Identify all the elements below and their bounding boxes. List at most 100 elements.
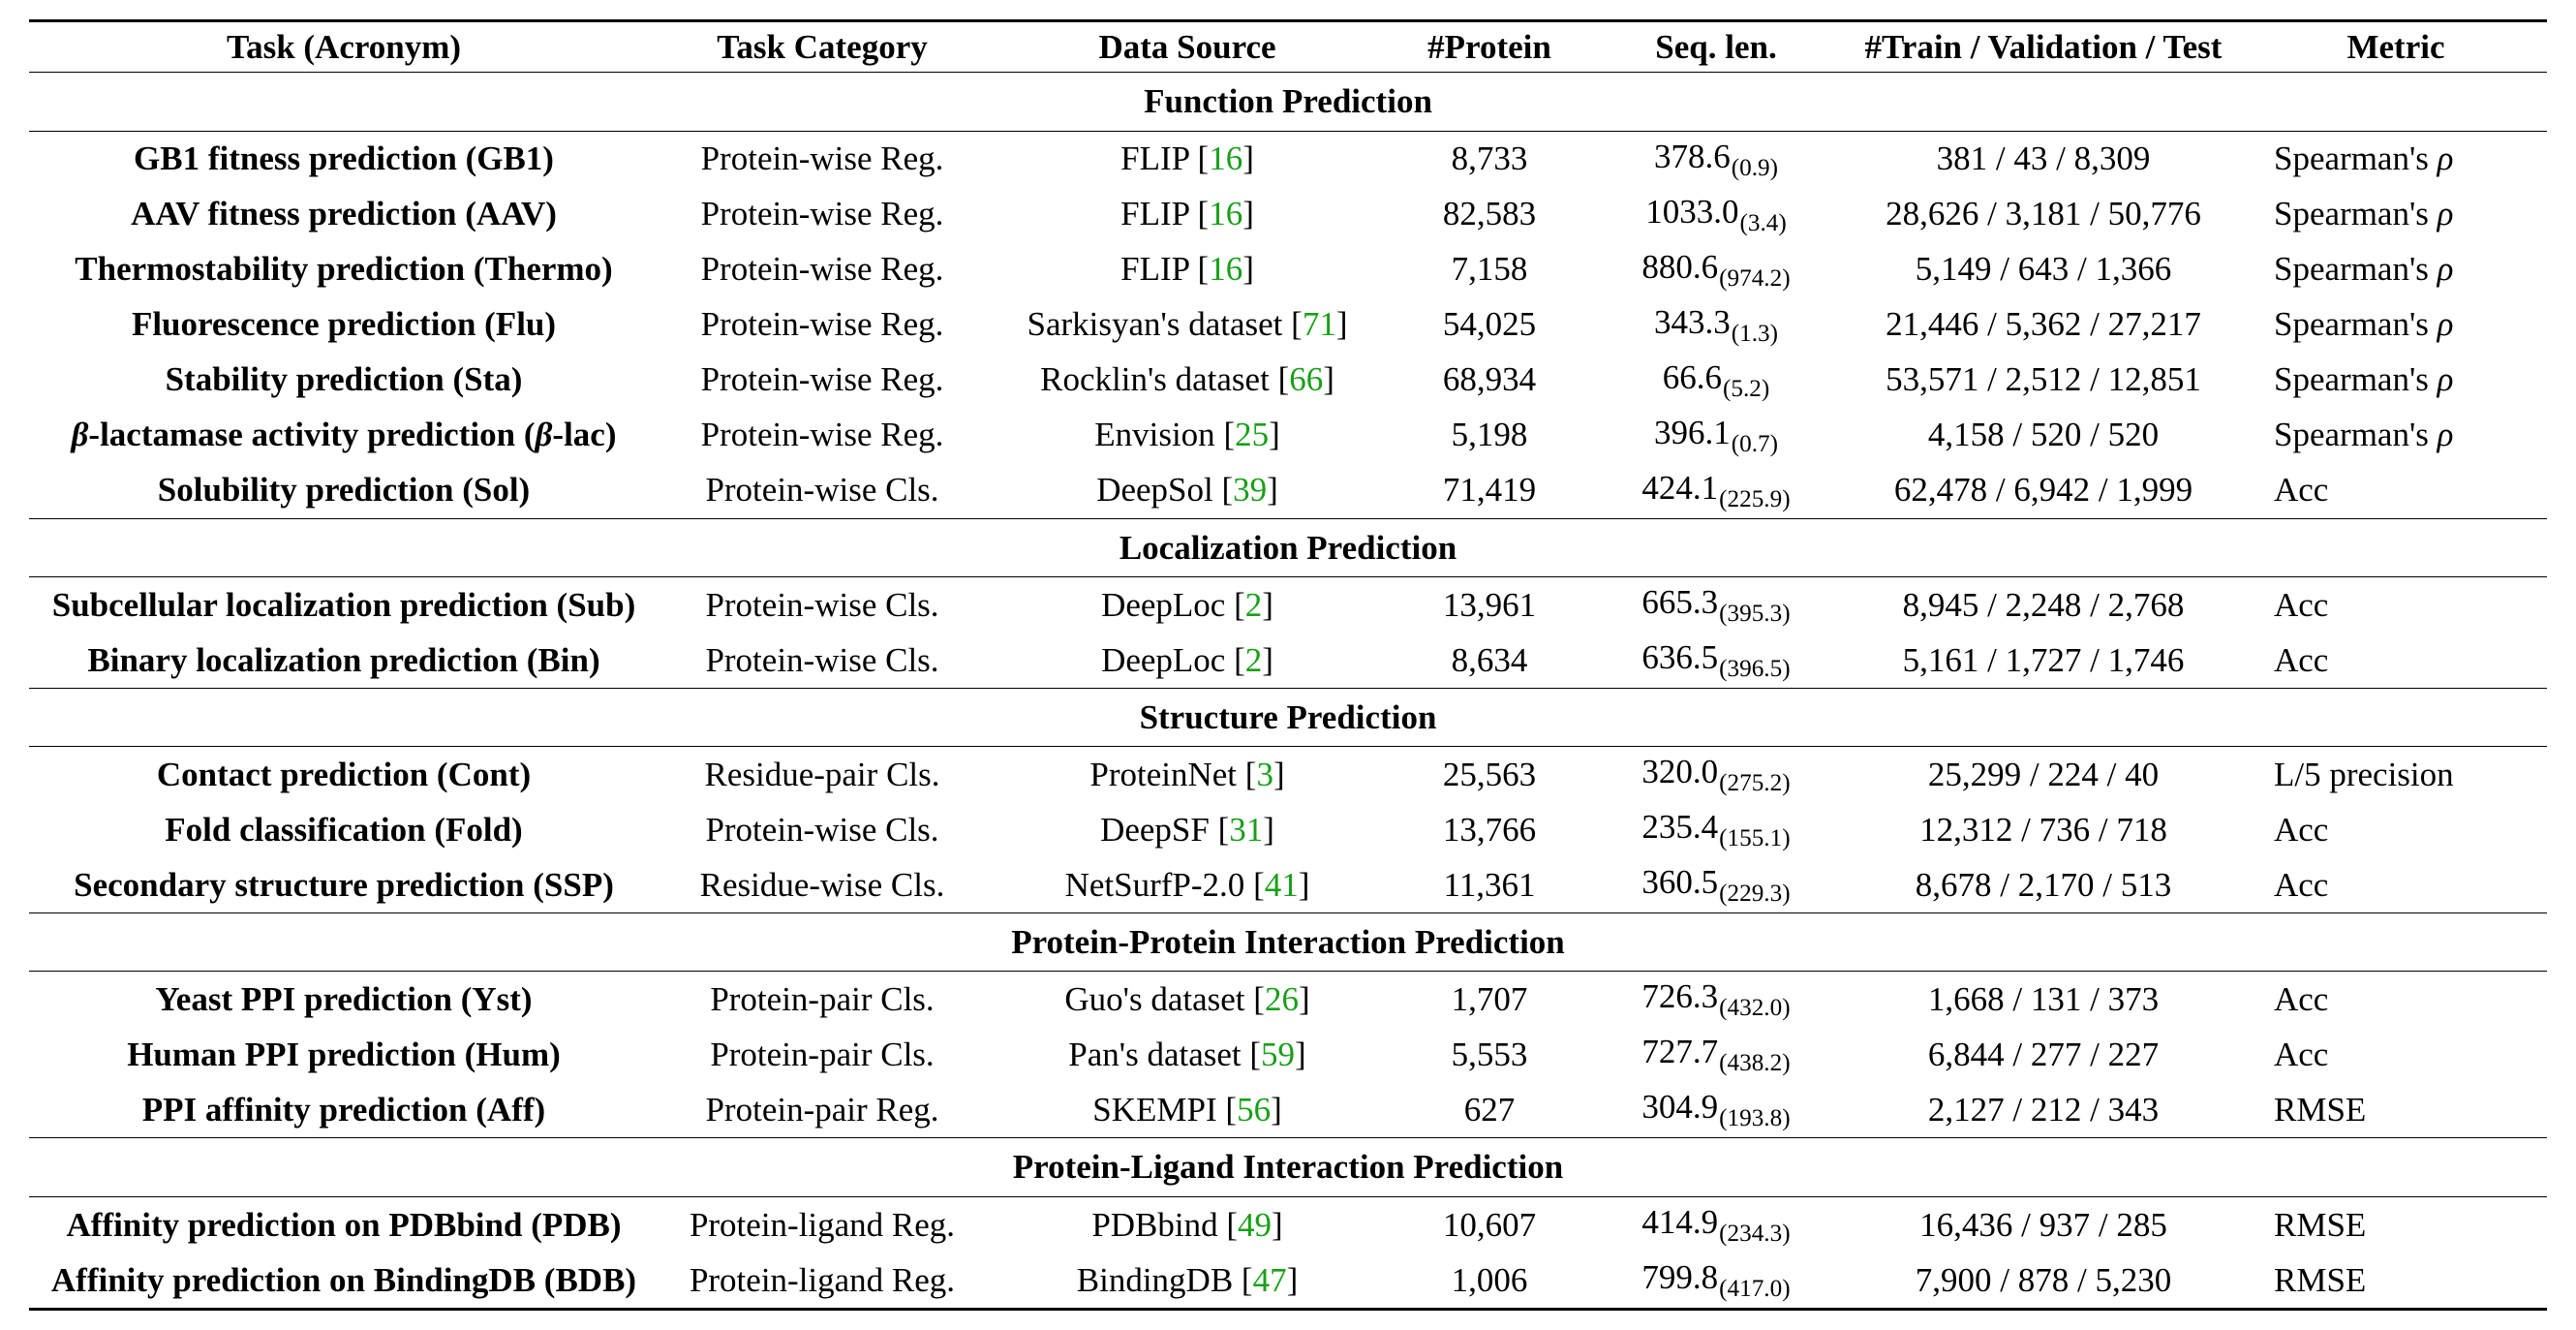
task-category: Protein-wise Reg. <box>659 187 986 242</box>
task-name: Affinity prediction on PDBbind (PDB) <box>29 1196 659 1253</box>
seq-length: 414.9(234.3) <box>1590 1196 1842 1253</box>
data-source: DeepSF 31 <box>986 802 1389 857</box>
table-row: Fluorescence prediction (Flu)Protein-wis… <box>29 297 2547 353</box>
table-row: β-lactamase activity prediction (β-lac)P… <box>29 408 2547 463</box>
citation-link[interactable]: 59 <box>1249 1036 1305 1073</box>
seq-length: 235.4(155.1) <box>1590 802 1842 857</box>
seq-length: 799.8(417.0) <box>1590 1253 1842 1310</box>
seq-length: 665.3(395.3) <box>1590 576 1842 633</box>
task-category: Protein-wise Cls. <box>659 633 986 689</box>
data-source: Pan's dataset 59 <box>986 1027 1389 1082</box>
seq-length: 378.6(0.9) <box>1590 131 1842 187</box>
citation-link[interactable]: 2 <box>1234 641 1273 679</box>
section-title: Structure Prediction <box>29 688 2547 746</box>
metric: Spearman's ρ <box>2245 242 2547 297</box>
citation-link[interactable]: 71 <box>1291 305 1347 343</box>
section-header-row: Structure Prediction <box>29 688 2547 746</box>
data-source-name: PDBbind <box>1091 1206 1217 1244</box>
data-source: Sarkisyan's dataset 71 <box>986 297 1389 353</box>
protein-count: 8,634 <box>1389 633 1590 689</box>
table-row: Yeast PPI prediction (Yst)Protein-pair C… <box>29 972 2547 1028</box>
table-row: Binary localization prediction (Bin)Prot… <box>29 633 2547 689</box>
metric: Spearman's ρ <box>2245 297 2547 353</box>
citation-link[interactable]: 47 <box>1242 1261 1298 1299</box>
task-name: Affinity prediction on BindingDB (BDB) <box>29 1253 659 1310</box>
task-category: Protein-pair Cls. <box>659 1027 986 1082</box>
train-val-test-split: 62,478 / 6,942 / 1,999 <box>1842 463 2245 519</box>
data-source: ProteinNet 3 <box>986 747 1389 803</box>
metric: Spearman's ρ <box>2245 131 2547 187</box>
train-val-test-split: 8,678 / 2,170 / 513 <box>1842 857 2245 913</box>
data-source: NetSurfP-2.0 41 <box>986 857 1389 913</box>
citation-link[interactable]: 31 <box>1218 811 1274 849</box>
task-name: GB1 fitness prediction (GB1) <box>29 131 659 187</box>
seq-length: 726.3(432.0) <box>1590 972 1842 1028</box>
data-source: Rocklin's dataset 66 <box>986 353 1389 408</box>
data-source-name: Sarkisyan's dataset <box>1027 305 1283 343</box>
citation-link[interactable]: 39 <box>1221 471 1277 509</box>
metric: Acc <box>2245 1027 2547 1082</box>
train-val-test-split: 21,446 / 5,362 / 27,217 <box>1842 297 2245 353</box>
metric: Spearman's ρ <box>2245 187 2547 242</box>
task-name: Human PPI prediction (Hum) <box>29 1027 659 1082</box>
table-body: Function PredictionGB1 fitness predictio… <box>29 73 2547 1310</box>
seq-length: 66.6(5.2) <box>1590 353 1842 408</box>
protein-count: 54,025 <box>1389 297 1590 353</box>
task-category: Protein-wise Reg. <box>659 242 986 297</box>
citation-link[interactable]: 25 <box>1223 416 1279 453</box>
citation-link[interactable]: 49 <box>1226 1206 1282 1244</box>
train-val-test-split: 25,299 / 224 / 40 <box>1842 747 2245 803</box>
citation-link[interactable]: 26 <box>1253 980 1309 1018</box>
citation-link[interactable]: 41 <box>1253 866 1309 904</box>
train-val-test-split: 6,844 / 277 / 227 <box>1842 1027 2245 1082</box>
data-source-name: BindingDB <box>1077 1261 1233 1299</box>
data-source: Envision 25 <box>986 408 1389 463</box>
col-header-protein: #Protein <box>1389 21 1590 73</box>
seq-length: 1033.0(3.4) <box>1590 187 1842 242</box>
citation-link[interactable]: 16 <box>1198 250 1254 288</box>
protein-count: 82,583 <box>1389 187 1590 242</box>
table-row: Contact prediction (Cont)Residue-pair Cl… <box>29 747 2547 803</box>
metric: Acc <box>2245 802 2547 857</box>
train-val-test-split: 12,312 / 736 / 718 <box>1842 802 2245 857</box>
task-name: Fluorescence prediction (Flu) <box>29 297 659 353</box>
task-name: Secondary structure prediction (SSP) <box>29 857 659 913</box>
protein-count: 8,733 <box>1389 131 1590 187</box>
data-source: PDBbind 49 <box>986 1196 1389 1253</box>
protein-count: 68,934 <box>1389 353 1590 408</box>
task-category: Residue-wise Cls. <box>659 857 986 913</box>
table-row: Stability prediction (Sta)Protein-wise R… <box>29 353 2547 408</box>
col-header-seqlen: Seq. len. <box>1590 21 1842 73</box>
citation-link[interactable]: 56 <box>1225 1091 1281 1129</box>
metric: Acc <box>2245 972 2547 1028</box>
table-row: PPI affinity prediction (Aff)Protein-pai… <box>29 1082 2547 1138</box>
task-name: β-lactamase activity prediction (β-lac) <box>29 408 659 463</box>
train-val-test-split: 53,571 / 2,512 / 12,851 <box>1842 353 2245 408</box>
data-source: BindingDB 47 <box>986 1253 1389 1310</box>
train-val-test-split: 7,900 / 878 / 5,230 <box>1842 1253 2245 1310</box>
train-val-test-split: 5,161 / 1,727 / 1,746 <box>1842 633 2245 689</box>
task-name: AAV fitness prediction (AAV) <box>29 187 659 242</box>
citation-link[interactable]: 16 <box>1198 139 1254 177</box>
col-header-metric: Metric <box>2245 21 2547 73</box>
metric: Spearman's ρ <box>2245 353 2547 408</box>
protein-count: 5,198 <box>1389 408 1590 463</box>
citation-link[interactable]: 16 <box>1198 195 1254 232</box>
task-name: Contact prediction (Cont) <box>29 747 659 803</box>
data-source-name: SKEMPI <box>1092 1091 1216 1129</box>
metric: Acc <box>2245 463 2547 519</box>
table-row: GB1 fitness prediction (GB1)Protein-wise… <box>29 131 2547 187</box>
train-val-test-split: 8,945 / 2,248 / 2,768 <box>1842 576 2245 633</box>
benchmark-table-page: Task (Acronym) Task Category Data Source… <box>0 0 2576 1330</box>
protein-count: 1,707 <box>1389 972 1590 1028</box>
citation-link[interactable]: 66 <box>1278 360 1334 398</box>
section-header-row: Protein-Protein Interaction Prediction <box>29 913 2547 972</box>
citation-link[interactable]: 3 <box>1245 756 1285 793</box>
data-source-name: DeepLoc <box>1101 641 1225 679</box>
seq-length: 360.5(229.3) <box>1590 857 1842 913</box>
table-row: Affinity prediction on PDBbind (PDB)Prot… <box>29 1196 2547 1253</box>
seq-length: 424.1(225.9) <box>1590 463 1842 519</box>
data-source: FLIP 16 <box>986 242 1389 297</box>
data-source-name: Guo's dataset <box>1064 980 1244 1018</box>
citation-link[interactable]: 2 <box>1234 586 1273 624</box>
